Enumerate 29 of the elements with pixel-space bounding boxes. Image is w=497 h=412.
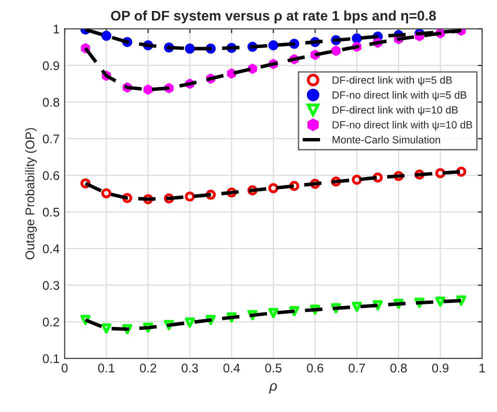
legend-label: DF-no direct link with ψ=10 dB <box>332 120 472 131</box>
x-axis-title: ρ <box>269 383 277 394</box>
x-tick-label: 0.2 <box>140 364 156 372</box>
x-tick-label: 0.7 <box>348 364 365 372</box>
y-axis-title: Outage Probability (OP) <box>25 128 37 260</box>
x-tick-label: 1 <box>480 364 485 372</box>
y-tick-label: 1 <box>54 24 60 34</box>
y-tick-label: 0.9 <box>42 61 60 70</box>
x-tick-label: 0.6 <box>306 364 324 372</box>
legend-label: Monte-Carlo Simulation <box>332 136 440 144</box>
chart-title: OP of DF system versus ρ at rate 1 bps and η=0.8 <box>110 10 436 24</box>
y-tick-label: 0.4 <box>42 244 60 254</box>
legend-label: DF-direct link with ψ=5 dB <box>332 76 452 86</box>
y-tick-label: 0.2 <box>42 318 60 326</box>
x-tick-label: 0.1 <box>98 364 114 372</box>
y-tick-label: 0.7 <box>42 134 60 144</box>
x-tick-label: 0.5 <box>265 364 282 372</box>
y-tick-label: 0.5 <box>42 208 60 217</box>
legend-label: DF-direct link with ψ=10 dB <box>332 106 458 116</box>
y-tick-label: 0.1 <box>42 354 60 364</box>
legend-label: DF-no direct link with ψ=5 dB <box>332 91 466 101</box>
x-tick-label: 0.3 <box>182 364 198 372</box>
x-tick-label: 0 <box>62 364 68 372</box>
x-tick-label: 0.8 <box>390 364 407 372</box>
y-tick-label: 0.6 <box>42 171 60 180</box>
x-tick-label: 0.4 <box>223 364 240 372</box>
y-tick-label: 0.3 <box>42 280 60 290</box>
y-tick-label: 0.8 <box>42 98 60 107</box>
x-tick-label: 0.9 <box>432 364 448 372</box>
